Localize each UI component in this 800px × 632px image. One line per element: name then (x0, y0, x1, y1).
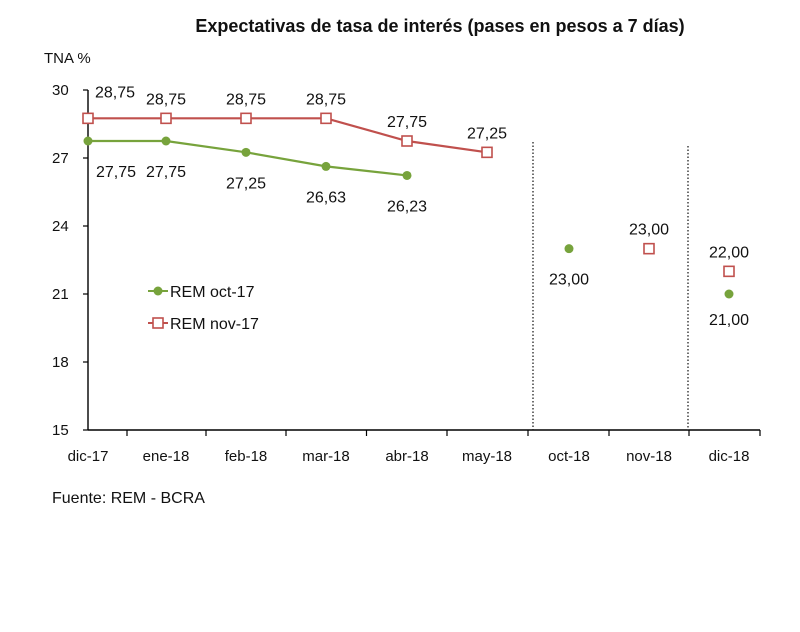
data-point (402, 170, 412, 180)
data-label: 28,75 (146, 91, 186, 108)
x-tick-label: mar-18 (302, 448, 350, 465)
data-label: 26,23 (387, 198, 427, 215)
x-tick-label: dic-18 (709, 448, 750, 465)
data-label: 27,25 (226, 175, 266, 192)
data-label: 28,75 (226, 91, 266, 108)
series-line (88, 117, 488, 154)
data-point (321, 161, 331, 171)
y-tick-label: 27 (52, 150, 69, 167)
data-point (83, 136, 93, 146)
data-point (240, 112, 252, 125)
data-label: 27,75 (146, 164, 186, 181)
data-label: 27,25 (467, 125, 507, 142)
data-point (481, 146, 493, 159)
data-label: 21,00 (709, 312, 749, 329)
data-label: 27,75 (387, 114, 427, 131)
y-tick-label: 30 (52, 82, 69, 99)
y-tick-label: 15 (52, 422, 69, 439)
data-label: 23,00 (549, 272, 589, 289)
legend-marker (152, 317, 164, 329)
legend-marker (153, 286, 163, 296)
legend-label: REM nov-17 (170, 316, 259, 333)
legend-label: REM oct-17 (170, 284, 255, 301)
x-tick-label: dic-17 (68, 448, 109, 465)
x-tick-label: oct-18 (548, 448, 590, 465)
data-point (723, 265, 735, 278)
data-point (564, 244, 574, 254)
chart-title: Expectativas de tasa de interés (pases e… (195, 16, 685, 36)
data-point (724, 289, 734, 299)
data-point (320, 112, 332, 125)
y-axis-label: TNA % (44, 50, 91, 67)
data-point (82, 112, 94, 125)
x-tick-label: ene-18 (143, 448, 190, 465)
y-tick-label: 18 (52, 354, 69, 371)
data-point (643, 242, 655, 255)
x-tick-label: may-18 (462, 448, 512, 465)
y-tick-label: 24 (52, 218, 69, 235)
x-tick-label: nov-18 (626, 448, 672, 465)
data-point (401, 135, 413, 147)
data-label: 27,75 (96, 164, 136, 181)
data-label: 23,00 (629, 222, 669, 239)
y-tick-label: 21 (52, 286, 69, 303)
data-label: 28,75 (306, 91, 346, 108)
x-tick-label: abr-18 (385, 448, 428, 465)
data-point (241, 147, 251, 157)
data-point (161, 136, 171, 146)
data-label: 28,75 (95, 84, 135, 101)
source-note: Fuente: REM - BCRA (52, 490, 205, 507)
x-tick-label: feb-18 (225, 448, 268, 465)
data-point (160, 112, 172, 125)
data-label: 26,63 (306, 189, 346, 206)
data-label: 22,00 (709, 244, 749, 261)
